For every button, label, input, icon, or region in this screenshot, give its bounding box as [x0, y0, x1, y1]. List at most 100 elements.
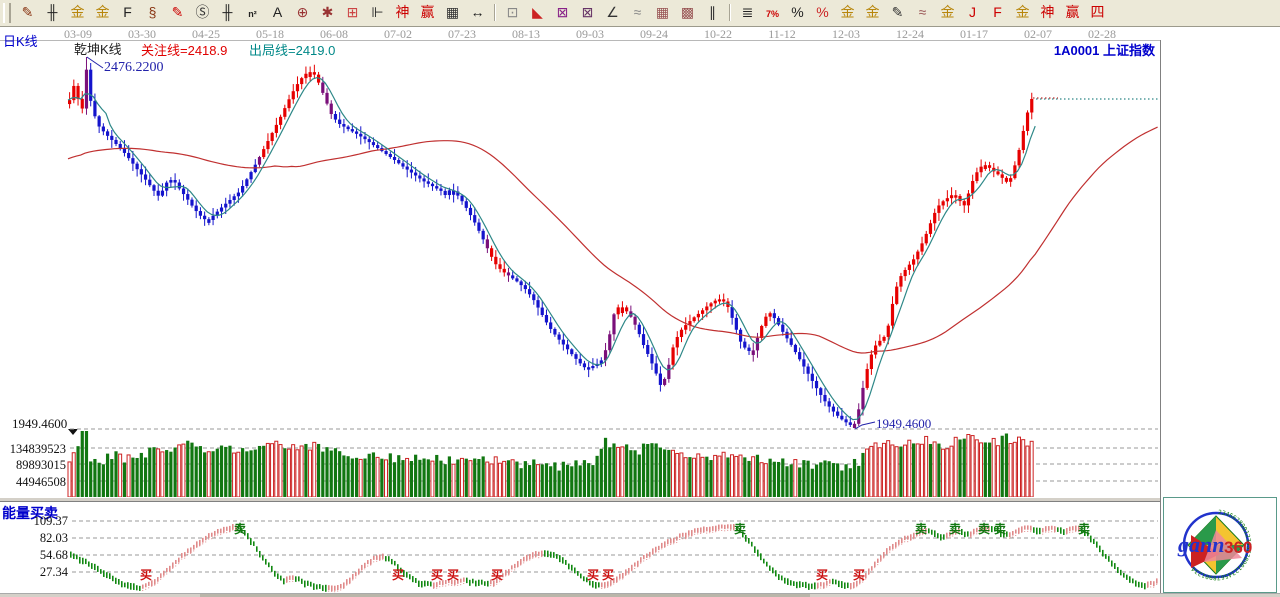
indicator-label: 乾坤K线: [74, 42, 122, 57]
win-angle-icon[interactable]: 赢: [1065, 3, 1080, 20]
volume-layer: [67, 431, 1034, 498]
coil-icon[interactable]: §: [148, 3, 157, 20]
toolbar-separator: [494, 3, 496, 21]
percent7-icon[interactable]: 7%: [765, 8, 779, 19]
gold-lines2-icon[interactable]: 金: [940, 3, 955, 20]
ruler-123-icon[interactable]: ▦: [445, 3, 460, 20]
volume-axis-label: 44946508: [16, 475, 66, 489]
buy-marker: 买: [392, 568, 404, 582]
j-angle-icon[interactable]: J: [969, 3, 976, 20]
sell-marker: 卖: [915, 521, 927, 536]
wave-band-icon[interactable]: ≈: [918, 3, 927, 20]
red-pen-icon[interactable]: ✎: [171, 3, 184, 20]
fan-lines-icon[interactable]: ◣: [532, 3, 543, 20]
oscillator-layer: [70, 523, 1158, 593]
oscillator-axis-label: 82.03: [39, 531, 68, 545]
fan-box2-icon[interactable]: ⊠: [581, 3, 594, 20]
buy-marker: 买: [140, 568, 152, 582]
grid-dots2-icon[interactable]: ▩: [680, 3, 695, 20]
date-tick: 12-03: [832, 27, 860, 41]
date-tick: 02-28: [1088, 27, 1116, 41]
wave-v-icon[interactable]: ≈: [633, 3, 642, 20]
draw-pen-icon[interactable]: ✎: [21, 3, 34, 20]
high-price-annotation: 2476.2200: [104, 60, 164, 75]
fan-box-icon[interactable]: ⊠: [556, 3, 569, 20]
oscillator-title: 能量买卖: [2, 505, 58, 521]
slant-lines-icon[interactable]: ∥: [709, 3, 716, 20]
gann-square-icon[interactable]: ⊞: [346, 3, 359, 20]
low-price-annotation: 1949.4600: [876, 416, 932, 431]
width-measure-icon[interactable]: ↔: [470, 3, 485, 20]
low-price-axis-label: 1949.4600: [12, 416, 68, 431]
logo-box: 234567890123456789012345678901234 gann 360: [1163, 497, 1277, 593]
oscillator-axis-label: 109.37: [33, 514, 68, 528]
toolbar-separator: [729, 3, 731, 21]
sell-marker: 卖: [1078, 521, 1090, 536]
date-tick: 08-13: [512, 27, 540, 41]
percent-icon[interactable]: %: [791, 3, 804, 20]
gold-lines-icon[interactable]: 金: [865, 3, 880, 20]
a-channel-icon[interactable]: A: [272, 3, 283, 20]
gold-brush-icon[interactable]: ✎: [891, 3, 904, 20]
panel-divider[interactable]: [0, 497, 1161, 502]
toolbar-grip[interactable]: [3, 3, 11, 23]
date-tick: 05-18: [256, 27, 284, 41]
date-tick: 02-07: [1024, 27, 1052, 41]
date-tick: 07-02: [384, 27, 412, 41]
toolbar-icons: ✎ ╫ 金金 F § ✎ Ⓢ ╫ n² A ⊕ ✱ ⊞ ⊩ 神赢 ▦ ↔ ⊡ ◣ ⊠ ⊠ ∠ ≈ ▦ ▩ ∥ ≣ 7%%% 金金 ✎ ≈ 金 J…: [15, 0, 1110, 26]
scale-bars-icon[interactable]: ≣: [741, 3, 754, 20]
signal-markers-layer: 买买买买买买买买买卖卖卖卖卖卖卖: [140, 521, 1090, 582]
right-sidebar: 234567890123456789012345678901234 gann 360: [1160, 40, 1280, 597]
f-ruler-icon[interactable]: F: [123, 3, 132, 20]
symbol-label: 1A0001 上证指数: [1053, 43, 1155, 58]
hatch-ruler-icon[interactable]: ╫: [47, 3, 58, 20]
measure-ticks-icon[interactable]: ⊩: [371, 3, 384, 20]
svg-text:360: 360: [1224, 538, 1252, 557]
sell-marker: 卖: [234, 521, 246, 536]
ma-fast-line: [67, 76, 1036, 421]
buy-marker: 买: [431, 568, 443, 582]
buy-marker: 买: [816, 568, 828, 582]
square-select-icon[interactable]: ⊡: [506, 3, 519, 20]
four-angle-icon[interactable]: 四: [1090, 3, 1105, 20]
scrollbar-thumb[interactable]: [200, 594, 810, 597]
chart-canvas[interactable]: 买买买买买买买买买卖卖卖卖卖卖卖: [0, 40, 1160, 597]
time-clock-icon[interactable]: Ⓢ: [195, 3, 210, 20]
buy-marker: 买: [447, 568, 459, 582]
buy-marker: 买: [491, 568, 503, 582]
gold-circle-icon[interactable]: 金: [840, 3, 855, 20]
sell-marker: 卖: [949, 521, 961, 536]
n-square-icon[interactable]: n²: [248, 8, 257, 19]
gold-grid2-icon[interactable]: 金: [95, 3, 110, 20]
date-tick: 10-22: [704, 27, 732, 41]
gold-angle-icon[interactable]: 金: [1015, 3, 1030, 20]
volume-axis-label: 134839523: [9, 442, 66, 456]
angle-lines-icon[interactable]: ∠: [606, 3, 619, 20]
shen-angle-icon[interactable]: 神: [1040, 3, 1055, 20]
date-tick: 06-08: [320, 27, 348, 41]
annotations-layer: [86, 56, 876, 430]
exit-line-label: 出局线=2419.0: [249, 43, 336, 58]
toolbar: ✎ ╫ 金金 F § ✎ Ⓢ ╫ n² A ⊕ ✱ ⊞ ⊩ 神赢 ▦ ↔ ⊡ ◣ ⊠ ⊠ ∠ ≈ ▦ ▩ ∥ ≣ 7%%% 金金 ✎ ≈ 金 J…: [0, 0, 1280, 27]
date-tick: 07-23: [448, 27, 476, 41]
attention-line-label: 关注线=2418.9: [141, 43, 228, 58]
oscillator-axis-label: 27.34: [39, 565, 68, 579]
percent-lines-icon[interactable]: %: [816, 3, 829, 20]
sell-marker: 卖: [994, 521, 1006, 536]
gann-circle-icon[interactable]: ⊕: [296, 3, 309, 20]
gold-grid-icon[interactable]: 金: [70, 3, 85, 20]
buy-marker: 买: [587, 568, 599, 582]
f-angle-icon[interactable]: F: [993, 3, 1002, 20]
gann-wheel-icon[interactable]: ✱: [321, 3, 334, 20]
shen-tool-icon[interactable]: 神: [395, 3, 410, 20]
sell-marker: 卖: [734, 521, 746, 536]
date-tick: 12-24: [896, 27, 924, 41]
date-tick: 03-09: [64, 27, 92, 41]
svg-text:gann: gann: [1177, 532, 1224, 557]
date-tick: 04-25: [192, 27, 220, 41]
grid-dots-icon[interactable]: ▦: [655, 3, 670, 20]
win-tool-icon[interactable]: 赢: [420, 3, 435, 20]
hatch-ruler2-icon[interactable]: ╫: [222, 3, 233, 20]
